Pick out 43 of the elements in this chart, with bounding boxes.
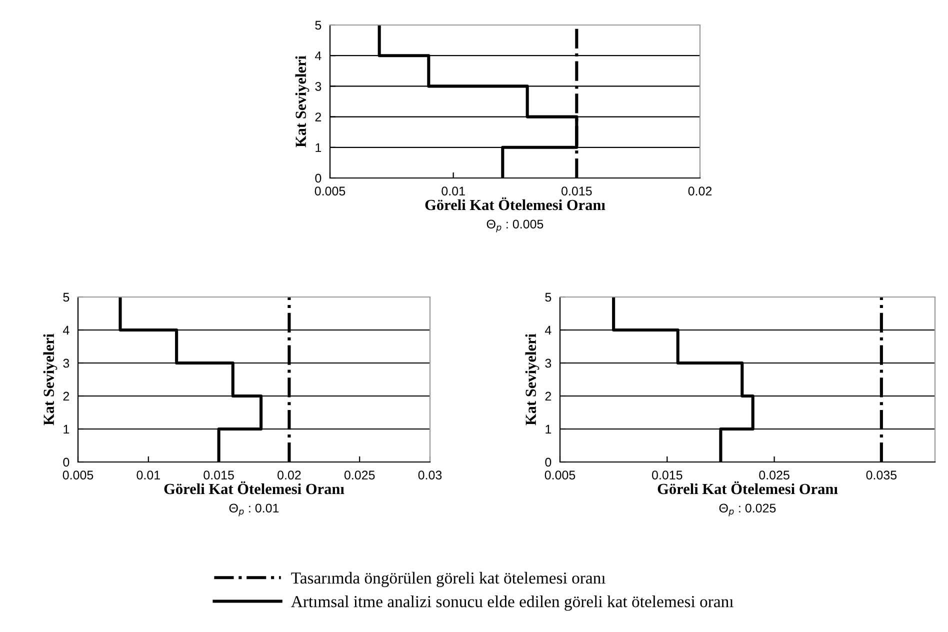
y-tick-label: 1: [546, 424, 552, 434]
legend-label: Tasarımda öngörülen göreli kat ötelemesi oranı: [291, 572, 606, 588]
x-tick-label: 0.005: [314, 186, 346, 196]
y-tick-label: 4: [315, 52, 322, 60]
x-tick-label: 0.01: [442, 186, 465, 196]
y-tick-label: 4: [545, 326, 552, 335]
y-tick-label: 3: [545, 358, 552, 368]
y-tick-label: 2: [63, 392, 70, 401]
y-tick-label: 5: [545, 292, 552, 302]
y-tick-label: 0: [315, 174, 322, 183]
x-axis-title: Göreli Kat Ötelemesi Oranı: [658, 481, 838, 494]
x-axis-title: Göreli Kat Ötelemesi Oranı: [164, 481, 344, 494]
legend-label: Artımsal itme analizi sonucu elde edilen göreli kat ötelemesi oranı: [291, 596, 734, 611]
y-tick-label: 1: [64, 424, 70, 434]
x-tick-label: 0.02: [278, 470, 301, 480]
x-tick-label: 0.015: [652, 470, 682, 480]
x-tick-label: 0.025: [759, 470, 790, 480]
y-tick-label: 2: [545, 392, 552, 401]
y-tick-label: 4: [63, 326, 70, 335]
y-tick-label: 5: [315, 20, 322, 30]
x-tick-label: 0.02: [688, 186, 712, 196]
x-tick-label: 0.035: [866, 470, 897, 480]
text: Θ$_{p}$ : 0.005: [486, 220, 544, 232]
x-tick-label: 0.025: [344, 470, 375, 480]
y-tick-label: 0: [63, 458, 70, 467]
y-tick-label: 3: [63, 358, 70, 368]
text: Θ$_{p}$ : 0.01: [229, 504, 279, 516]
text: Θ$_{p}$ : 0.025: [719, 504, 776, 516]
y-tick-label: 2: [315, 112, 322, 122]
x-tick-label: 0.015: [204, 470, 234, 480]
y-tick-label: 5: [63, 292, 70, 302]
y-tick-label: 0: [545, 458, 552, 467]
y-axis-title: Kat Seviyeleri: [43, 334, 58, 426]
y-tick-label: 1: [316, 143, 322, 152]
x-tick-label: 0.005: [544, 470, 576, 480]
y-axis-title: Kat Seviyeleri: [525, 334, 540, 426]
x-tick-label: 0.03: [418, 470, 442, 480]
y-axis-title: Kat Seviyeleri: [295, 56, 310, 148]
x-tick-label: 0.015: [562, 186, 592, 196]
x-tick-label: 0.005: [62, 470, 94, 480]
x-tick-label: 0.01: [136, 470, 160, 480]
y-tick-label: 3: [315, 82, 322, 91]
x-axis-title: Göreli Kat Ötelemesi Oranı: [425, 197, 606, 210]
